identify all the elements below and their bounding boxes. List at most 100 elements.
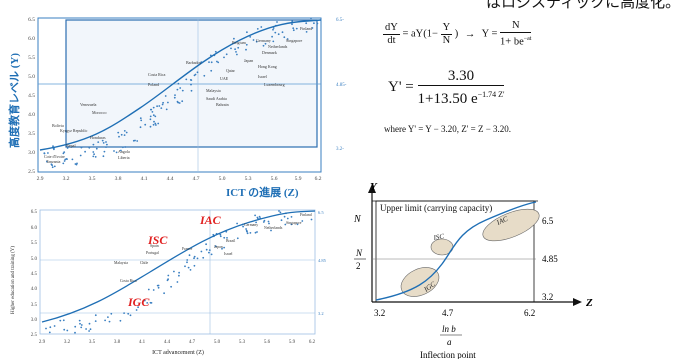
scatter-point — [310, 17, 312, 20]
country-label: Bolivia — [52, 123, 64, 128]
scatter-point — [196, 71, 199, 74]
scatter-point — [74, 163, 77, 165]
scatter-point — [152, 106, 155, 109]
scatter-point — [217, 61, 220, 64]
scatter-point — [223, 246, 226, 249]
scatter-point — [167, 278, 170, 281]
n-label: N — [353, 214, 362, 225]
scatter-point — [105, 141, 107, 143]
bottom-x-ticks: 2.9 3.2 3.5 3.8 4.1 4.4 4.7 5.0 5.3 5.6 … — [39, 340, 316, 345]
scatter-point — [216, 60, 218, 63]
scatter-point — [184, 265, 186, 268]
scatter-point — [105, 146, 107, 149]
inflection-denominator: a — [447, 337, 452, 347]
y-tick: 6.0 — [31, 226, 38, 231]
scatter-point — [210, 61, 213, 64]
scatter-point — [85, 328, 87, 330]
country-label: Singapore — [286, 221, 302, 225]
country-label: Costa Rica — [148, 72, 166, 77]
isc-label: ISC — [147, 233, 168, 247]
scatter-point — [277, 33, 280, 36]
n-half-numerator: N — [355, 248, 363, 258]
y-tick: 6.5 — [28, 17, 35, 23]
bottom-y-ticks: 2.5 3.0 3.5 4.0 4.5 5.0 5.5 6.0 6.5 — [31, 210, 38, 338]
scatter-point — [249, 36, 252, 38]
scatter-point — [305, 31, 308, 33]
country-label: Luxembourg — [264, 82, 285, 87]
scatter-point — [120, 149, 122, 152]
scatter-point — [291, 23, 293, 26]
scatter-point — [104, 319, 106, 322]
scatter-point — [279, 211, 282, 214]
logistic-concept-diagram: Y Z Upper limit (carrying capacity) IAC … — [353, 181, 593, 359]
x-tick: 3.2 — [63, 176, 70, 182]
scatter-point — [292, 27, 295, 30]
scatter-point — [242, 225, 245, 228]
scatter-point — [280, 219, 283, 222]
scatter-point — [102, 142, 105, 144]
bottom-scatter-points — [45, 210, 313, 334]
bottom-scatter-chart: 2.5 3.0 3.5 4.0 4.5 5.0 5.5 6.0 6.5 2.9 … — [11, 209, 327, 356]
scatter-point — [313, 22, 315, 25]
scatter-point — [219, 233, 222, 236]
y-tick: 4.0 — [31, 287, 38, 292]
scatter-point — [186, 261, 188, 264]
scatter-point — [106, 143, 108, 146]
scatter-point — [223, 236, 226, 239]
scatter-point — [210, 253, 213, 256]
scatter-point — [71, 158, 74, 161]
scatter-point — [305, 22, 308, 25]
scatter-point — [127, 312, 130, 315]
igc-label: IGC — [127, 295, 150, 309]
scatter-point — [246, 230, 248, 233]
scatter-point — [124, 146, 127, 148]
x-tick: 3.8 — [114, 340, 121, 345]
scatter-point — [176, 281, 179, 283]
scatter-point — [264, 42, 267, 45]
scatter-point — [129, 314, 132, 317]
x-tick: 4.7 — [189, 340, 196, 345]
scatter-point — [190, 79, 193, 81]
scatter-point — [144, 123, 147, 126]
scatter-point — [80, 326, 83, 329]
y-value-label: 4.85 — [542, 254, 558, 264]
scatter-point — [53, 165, 56, 168]
scatter-point — [167, 101, 169, 104]
y-axis-label: Y — [370, 181, 378, 193]
scatter-point — [271, 35, 273, 38]
scatter-point — [196, 257, 199, 260]
scatter-point — [290, 216, 293, 218]
scatter-point — [62, 319, 65, 322]
scatter-point — [92, 143, 95, 146]
y-value-label: 3.2 — [542, 292, 553, 302]
scatter-point — [50, 163, 53, 166]
scatter-point — [236, 222, 239, 225]
scatter-point — [173, 270, 175, 273]
country-label: Bahrain — [216, 102, 229, 107]
scatter-point — [256, 216, 259, 219]
scatter-point — [154, 122, 157, 125]
scatter-point — [252, 39, 255, 41]
scatter-point — [205, 243, 208, 246]
scatter-point — [177, 82, 180, 85]
country-label: Saudi Arabia — [206, 96, 227, 101]
x-tick: 5.3 — [245, 176, 252, 182]
scatter-point — [125, 131, 128, 134]
scatter-point — [225, 53, 228, 56]
scatter-point — [47, 152, 49, 154]
x-tick: 6.2 — [309, 340, 316, 345]
inflection-label: Inflection point — [420, 350, 476, 359]
x-tick: 2.9 — [37, 176, 44, 182]
scatter-point — [185, 78, 188, 81]
scatter-point — [158, 105, 161, 107]
bottom-country-labels: Finland Germany Netherlands Singapore Sp… — [114, 213, 312, 283]
scatter-point — [152, 289, 155, 291]
scatter-point — [286, 217, 289, 220]
scatter-point — [118, 135, 120, 138]
scatter-point — [164, 95, 167, 97]
z-value-label: 6.2 — [524, 308, 535, 318]
scatter-point — [245, 48, 247, 51]
top-country-labels: Finland Singapore Belgium Germany Nether… — [44, 26, 312, 164]
scatter-point — [181, 89, 184, 92]
scatter-point — [153, 120, 155, 123]
